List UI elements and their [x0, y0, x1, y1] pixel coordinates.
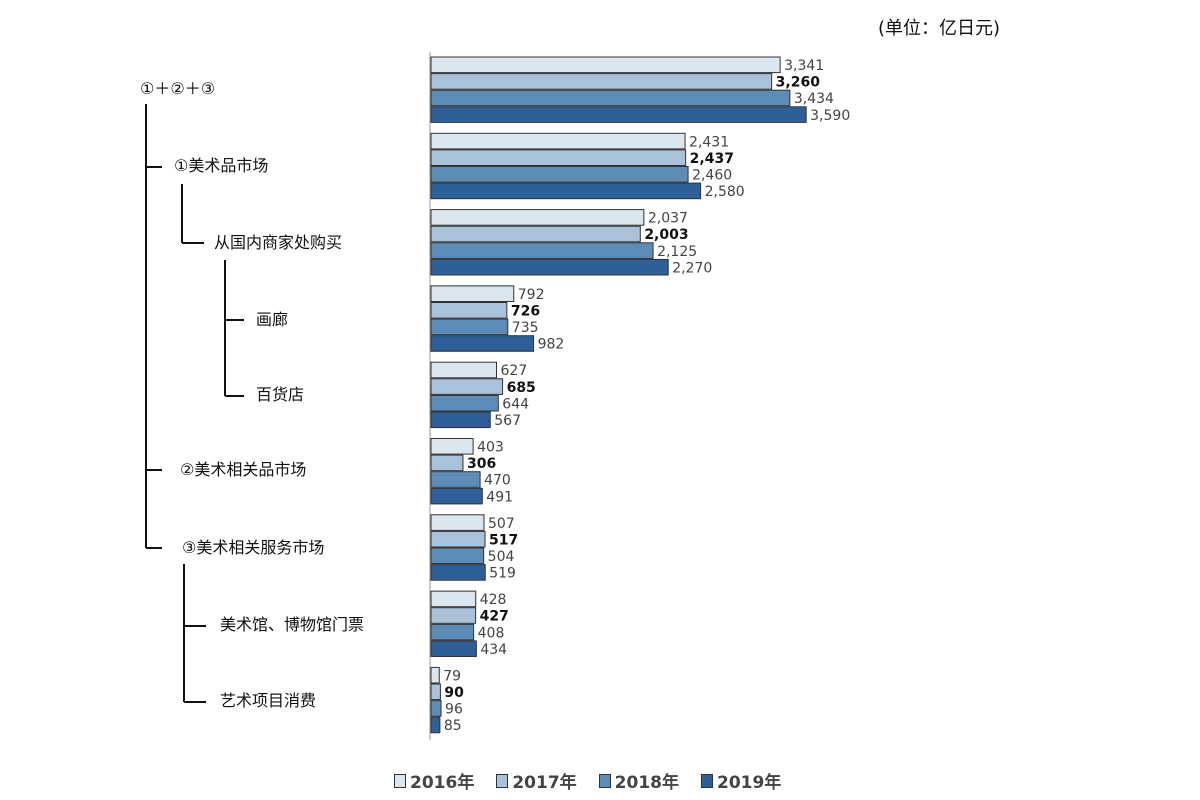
bar-2016年-2	[430, 209, 645, 226]
data-label-2016年-0: 3,341	[784, 58, 824, 74]
data-label-2016年-3: 792	[518, 287, 545, 303]
data-label-2016年-8: 79	[443, 668, 461, 684]
category-label-art-market: ①美术品市场	[174, 156, 269, 175]
bar-2016年-7	[430, 590, 477, 608]
data-label-2019年-6: 519	[489, 566, 516, 582]
legend-item-2016: 2016年	[394, 768, 474, 793]
bar-2019年-8	[430, 716, 441, 734]
category-label-total: ①＋②＋③	[140, 79, 216, 98]
bar-2016年-1	[430, 132, 686, 150]
data-label-2016年-7: 428	[480, 592, 507, 608]
category-label-museum-tickets: 美术馆、博物馆门票	[220, 615, 365, 634]
data-label-2018年-3: 735	[512, 320, 539, 336]
legend-label-2019: 2019年	[716, 773, 782, 793]
legend-label-2016: 2016年	[410, 773, 475, 793]
bar-2016年-8	[430, 666, 440, 684]
bar-2017年-4	[430, 378, 504, 395]
legend: 2016年 2017年 2018年 2019年	[394, 768, 781, 793]
data-label-2017年-3: 726	[511, 304, 540, 320]
data-label-2017年-7: 427	[480, 609, 509, 625]
bar-2017年-2	[430, 225, 641, 243]
bar-2018年-5	[430, 471, 481, 488]
data-label-2017年-5: 306	[467, 456, 496, 472]
bar-2016年-6	[430, 514, 485, 531]
legend-label-2018: 2018年	[614, 773, 679, 793]
bar-2018年-4	[430, 394, 499, 412]
data-label-2019年-3: 982	[538, 337, 565, 353]
data-label-2018年-2: 2,125	[657, 244, 697, 260]
data-label-2019年-8: 85	[444, 718, 462, 734]
bar-2019年-5	[430, 487, 483, 505]
data-label-2018年-0: 3,434	[794, 91, 834, 107]
legend-swatch-2019	[700, 773, 713, 788]
bar-2019年-6	[430, 564, 486, 581]
legend-swatch-2018	[598, 773, 611, 788]
bar-2019年-2	[430, 258, 669, 276]
category-label-domestic-dealers: 从国内商家处购买	[214, 233, 343, 252]
category-label-art-related-goods: ②美术相关品市场	[180, 460, 307, 479]
bar-2018年-7	[430, 623, 475, 641]
bar-2016年-0	[430, 56, 781, 74]
data-label-2018年-5: 470	[484, 473, 511, 489]
bar-2017年-8	[430, 683, 441, 701]
data-label-2018年-4: 644	[502, 396, 529, 412]
bar-2019年-0	[430, 106, 807, 123]
category-label-art-projects: 艺术项目消费	[220, 691, 317, 710]
data-label-2017年-1: 2,437	[690, 151, 734, 167]
bar-2018年-6	[430, 547, 485, 565]
data-label-2018年-1: 2,460	[692, 168, 732, 184]
legend-item-2018: 2018年	[598, 768, 679, 793]
bar-2019年-4	[430, 411, 491, 429]
bar-2018年-0	[430, 89, 791, 107]
data-label-2017年-6: 517	[489, 532, 518, 548]
bar-2017年-6	[430, 530, 486, 548]
data-label-2016年-5: 403	[477, 440, 504, 456]
bar-2017年-5	[430, 454, 464, 472]
data-label-2019年-0: 3,590	[810, 108, 850, 124]
bar-2019年-3	[430, 335, 535, 352]
data-label-2016年-2: 2,037	[648, 211, 688, 227]
data-label-2016年-1: 2,431	[689, 134, 729, 150]
unit-label: (单位：亿日元)	[878, 18, 1001, 39]
data-label-2018年-7: 408	[478, 625, 505, 641]
bar-2017年-7	[430, 607, 477, 624]
bar-2017年-1	[430, 149, 687, 166]
data-label-2019年-4: 567	[494, 413, 521, 429]
bar-2017年-0	[430, 73, 773, 90]
data-label-2016年-4: 627	[501, 363, 528, 379]
legend-item-2019: 2019年	[700, 768, 782, 793]
bar-2016年-4	[430, 361, 498, 379]
data-label-2019年-2: 2,270	[672, 260, 712, 276]
data-label-2017年-2: 2,003	[644, 227, 688, 243]
category-label-art-related-services: ③美术相关服务市场	[182, 538, 325, 557]
data-label-2019年-7: 434	[480, 642, 507, 658]
legend-item-2017: 2017年	[496, 768, 577, 793]
bar-2018年-8	[430, 700, 442, 717]
data-label-2016年-6: 507	[488, 516, 515, 532]
data-label-2017年-8: 90	[444, 685, 464, 701]
data-label-2017年-0: 3,260	[776, 75, 821, 91]
legend-swatch-2016	[394, 773, 406, 788]
legend-swatch-2017	[496, 773, 509, 788]
bar-2016年-5	[430, 438, 474, 455]
bar-2017年-3	[430, 302, 508, 319]
category-label-gallery: 画廊	[256, 310, 289, 329]
category-label-department-store: 百货店	[256, 385, 305, 404]
bar-2016年-3	[430, 285, 515, 302]
data-label-2019年-5: 491	[486, 489, 513, 505]
bar-2019年-1	[430, 182, 702, 200]
legend-label-2017: 2017年	[512, 773, 577, 793]
data-label-2019年-1: 2,580	[705, 184, 745, 200]
bar-2018年-3	[430, 318, 509, 336]
data-label-2017年-4: 685	[507, 380, 536, 396]
bar-2019年-7	[430, 640, 477, 658]
bar-2018年-1	[430, 166, 689, 183]
data-label-2018年-6: 504	[488, 549, 515, 565]
data-label-2018年-8: 96	[445, 702, 463, 718]
bar-2018年-2	[430, 242, 654, 259]
